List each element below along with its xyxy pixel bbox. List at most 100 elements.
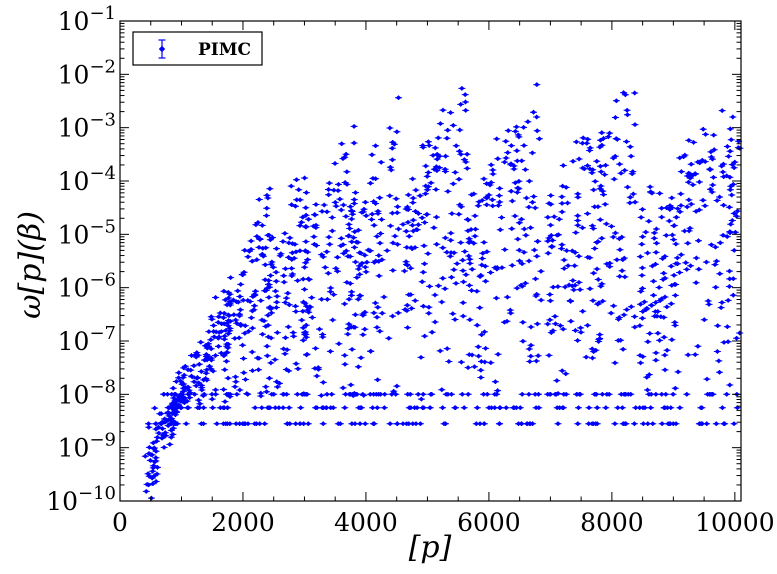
data-point	[404, 206, 411, 212]
data-point	[688, 201, 695, 207]
data-point	[708, 149, 714, 155]
data-point	[182, 363, 189, 369]
data-point	[381, 391, 388, 397]
data-point	[342, 405, 348, 411]
data-point	[232, 336, 238, 341]
data-point	[350, 393, 356, 398]
data-point	[707, 167, 713, 173]
data-point	[297, 405, 304, 411]
data-point	[282, 351, 288, 357]
data-point	[264, 193, 270, 198]
data-point	[206, 329, 212, 334]
data-point	[432, 319, 438, 325]
data-point	[518, 158, 525, 164]
data-point	[180, 365, 187, 371]
data-point	[721, 421, 727, 427]
data-point	[468, 192, 475, 198]
data-point	[677, 209, 683, 215]
data-point	[598, 183, 604, 189]
data-point	[673, 214, 680, 220]
data-point	[444, 135, 450, 141]
data-point	[394, 383, 400, 389]
data-point	[437, 121, 444, 126]
data-point	[666, 218, 673, 224]
data-point	[303, 205, 309, 211]
data-point	[240, 421, 246, 427]
data-point	[619, 268, 625, 274]
data-point	[180, 389, 187, 394]
data-point	[223, 358, 230, 364]
data-point	[290, 333, 297, 339]
data-point	[425, 184, 432, 189]
data-point	[172, 397, 178, 403]
data-point	[356, 263, 363, 269]
data-point	[509, 226, 515, 232]
data-point	[405, 192, 412, 198]
data-point	[241, 370, 247, 376]
data-point	[273, 246, 280, 251]
data-point	[720, 161, 727, 167]
data-point	[295, 366, 301, 372]
data-point	[554, 405, 560, 411]
data-point	[495, 351, 501, 357]
data-point	[209, 396, 215, 402]
data-point	[457, 127, 463, 133]
data-point	[196, 380, 202, 386]
data-point	[354, 275, 360, 280]
data-point	[315, 367, 322, 372]
data-point	[316, 326, 323, 332]
data-point	[151, 445, 158, 451]
data-point	[618, 170, 624, 176]
data-point	[728, 192, 735, 198]
data-point	[535, 391, 542, 397]
data-point	[724, 324, 731, 330]
data-point	[334, 268, 341, 274]
data-point	[413, 227, 420, 232]
x-tick-label: 0	[112, 508, 128, 537]
data-point	[578, 329, 584, 335]
data-point	[145, 482, 152, 488]
data-point	[615, 316, 622, 322]
data-point	[351, 245, 358, 250]
data-point	[249, 349, 255, 355]
data-point	[262, 277, 268, 283]
data-point	[606, 264, 613, 269]
data-point	[574, 213, 581, 219]
data-point	[302, 260, 309, 266]
data-point	[678, 191, 684, 197]
data-point	[273, 305, 280, 310]
data-point	[246, 248, 253, 254]
data-point	[426, 304, 432, 310]
data-point	[274, 299, 280, 305]
data-point	[264, 343, 270, 349]
data-point	[155, 424, 162, 430]
data-point	[402, 307, 408, 312]
data-point	[305, 276, 312, 282]
data-point	[242, 323, 249, 329]
data-point	[232, 384, 238, 390]
data-point	[516, 247, 523, 253]
data-point	[350, 235, 357, 240]
data-point	[324, 297, 331, 302]
data-point	[621, 312, 627, 318]
data-point	[509, 198, 516, 204]
x-axis-label: [p]	[409, 530, 452, 565]
data-point	[538, 268, 544, 274]
data-point	[355, 240, 361, 245]
data-point	[546, 353, 552, 358]
data-point	[146, 445, 153, 450]
data-point	[660, 270, 667, 276]
data-point	[255, 220, 261, 225]
x-tick-label: 10000	[695, 508, 775, 537]
data-point	[320, 421, 326, 427]
data-point	[676, 270, 683, 275]
data-point	[180, 375, 186, 380]
data-point	[462, 99, 469, 105]
data-point	[697, 160, 703, 166]
data-point	[344, 169, 350, 175]
data-point	[604, 391, 610, 397]
data-point	[618, 391, 625, 397]
data-point	[536, 405, 542, 411]
data-point	[305, 309, 312, 315]
data-point	[469, 266, 475, 272]
